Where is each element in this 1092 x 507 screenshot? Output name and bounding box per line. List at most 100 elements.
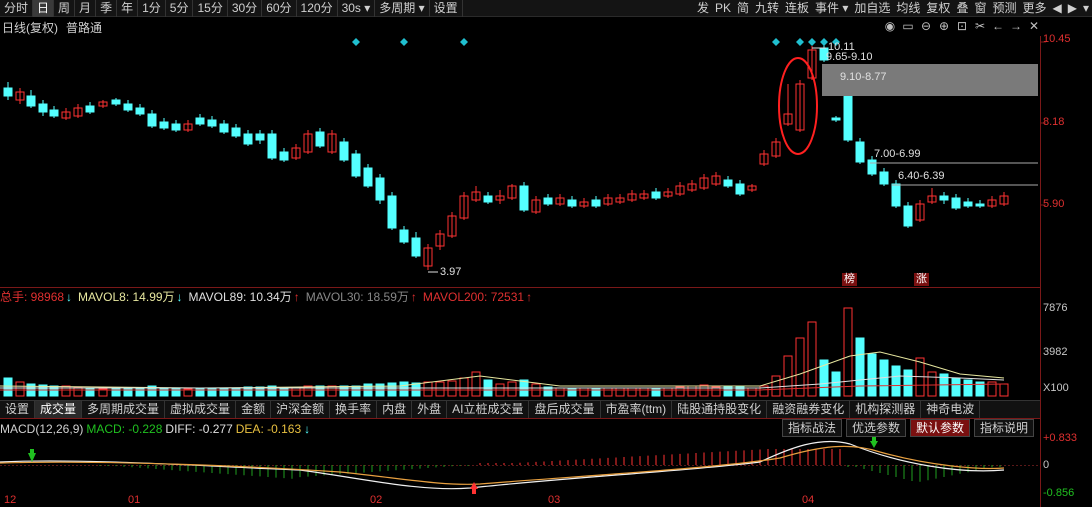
candle-body [711, 175, 721, 185]
period-9[interactable]: 30分 [228, 0, 263, 17]
tab-5[interactable]: 沪深金额 [271, 401, 331, 418]
vol-tick: 7876 [1043, 302, 1068, 314]
macd-btn-1[interactable]: 优选参数 [845, 419, 906, 437]
tab-9[interactable]: AI立桩成交量 [447, 401, 530, 418]
next-icon[interactable]: ▶ [1067, 1, 1077, 15]
candle-body [387, 195, 397, 229]
period-12[interactable]: 30s ▾ [338, 0, 376, 17]
tab-2[interactable]: 多周期成交量 [82, 401, 166, 418]
candle-body [735, 183, 745, 195]
toolbar-right-9[interactable]: 叠 [956, 1, 969, 15]
chart-title: 日线(复权) 普路通 [0, 18, 1040, 36]
toolbar-right-10[interactable]: 窗 [974, 1, 987, 15]
toolbar-right-8[interactable]: 复权 [926, 1, 951, 15]
highlight-ellipse [778, 57, 818, 155]
toolbar-right-5[interactable]: 事件 ▾ [815, 1, 849, 15]
period-3[interactable]: 月 [75, 0, 97, 17]
fit-icon[interactable]: ⊡ [956, 19, 968, 33]
down-arrow-icon: ↓ [304, 421, 311, 436]
candle-body [927, 195, 937, 203]
indicator-tabs: 设置 成交量 多周期成交量 虚拟成交量 金额 沪深金额 换手率 内盘 外盘 AI立桩成交量 盘后成交… [0, 400, 1040, 418]
candle-body [279, 151, 289, 161]
high-label: 10.11 [828, 41, 855, 53]
tab-10[interactable]: 盘后成交量 [529, 401, 601, 418]
toolbar-right-4[interactable]: 连板 [785, 1, 810, 15]
period-11[interactable]: 120分 [297, 0, 338, 17]
tab-4[interactable]: 金额 [236, 401, 272, 418]
macd-btn-2[interactable]: 默认参数 [909, 419, 970, 437]
tab-8[interactable]: 外盘 [412, 401, 448, 418]
toolbar-right-3[interactable]: 九转 [755, 1, 780, 15]
candle-body [255, 133, 265, 141]
date-tick: 04 [802, 494, 815, 506]
period-13[interactable]: 多周期 ▾ [375, 0, 430, 17]
tab-0[interactable]: 设置 [0, 401, 36, 418]
period-14[interactable]: 设置 [430, 0, 463, 17]
period-8[interactable]: 15分 [193, 0, 228, 17]
period-1[interactable]: 日 [33, 0, 55, 17]
signal-diamond [352, 38, 360, 46]
candle-body [567, 199, 577, 207]
toolbar-right-2[interactable]: 简 [736, 1, 749, 15]
volume-bar [339, 385, 349, 397]
eye-icon[interactable]: ◉ [884, 19, 896, 33]
vol-mavol89: MAVOL89: 10.34万 [188, 290, 292, 304]
candle-body [579, 201, 589, 207]
candle-body [855, 141, 865, 163]
period-10[interactable]: 60分 [262, 0, 297, 17]
period-2[interactable]: 周 [54, 0, 76, 17]
tab-13[interactable]: 融资融券变化 [767, 401, 851, 418]
tab-7[interactable]: 内盘 [377, 401, 413, 418]
close-icon[interactable]: ✕ [1028, 19, 1040, 33]
gap-label: 9.10-8.77 [840, 71, 887, 83]
toolbar-right-7[interactable]: 均线 [896, 1, 921, 15]
toolbar-right-6[interactable]: 加自选 [854, 1, 891, 15]
period-7[interactable]: 5分 [166, 0, 194, 17]
prev-icon[interactable]: ◀ [1052, 1, 1062, 15]
zoom-in-icon[interactable]: ⊕ [938, 19, 950, 33]
candle-body [85, 105, 95, 113]
gap-label: 7.00-6.99 [874, 148, 921, 160]
tab-14[interactable]: 机构探测器 [850, 401, 922, 418]
toolbar-right-11[interactable]: 预测 [992, 1, 1017, 15]
arrow-left-icon[interactable]: ← [992, 19, 1004, 33]
tab-12[interactable]: 陆股通持股变化 [672, 401, 768, 418]
limit-up-badge[interactable]: 涨 [914, 273, 929, 286]
volume-bar [279, 387, 289, 397]
period-0[interactable]: 分时 [0, 0, 34, 17]
tab-1[interactable]: 成交量 [35, 401, 83, 418]
macd-btn-0[interactable]: 指标战法 [781, 419, 842, 437]
toolbar-right-0[interactable]: 发 [696, 1, 709, 15]
volume-bar [195, 388, 205, 397]
arrow-right-icon[interactable]: → [1010, 19, 1022, 33]
tab-15[interactable]: 神奇电波 [921, 401, 981, 418]
macd-btn-3[interactable]: 指标说明 [973, 419, 1034, 437]
period-4[interactable]: 季 [96, 0, 118, 17]
signal-diamond [796, 38, 804, 46]
volume-bar [399, 381, 409, 397]
toolbar-right-1[interactable]: PK [714, 1, 731, 15]
zoom-out-icon[interactable]: ⊖ [920, 19, 932, 33]
buy-arrow-icon [30, 449, 34, 454]
collapse-icon[interactable]: ▭ [902, 19, 914, 33]
price-tick: 8.18 [1043, 116, 1065, 128]
dropdown-icon[interactable]: ▾ [1082, 1, 1089, 15]
tab-3[interactable]: 虚拟成交量 [165, 401, 237, 418]
candle-body [555, 197, 565, 205]
candle-body [723, 179, 733, 187]
volume-bar [999, 383, 1009, 397]
volume-bar [135, 387, 145, 397]
chart-tools: ◉ ▭ ⊖ ⊕ ⊡ ✂ ← → ✕ [884, 19, 1040, 33]
tab-6[interactable]: 换手率 [330, 401, 378, 418]
volume-bar [927, 371, 937, 397]
rank-badge[interactable]: 榜 [842, 273, 857, 286]
volume-bar [855, 337, 865, 397]
scissors-icon[interactable]: ✂ [974, 19, 986, 33]
toolbar-right-12[interactable]: 更多 [1022, 1, 1047, 15]
candle-body [999, 195, 1009, 205]
tab-11[interactable]: 市盈率(ttm) [601, 401, 673, 418]
period-6[interactable]: 1分 [138, 0, 166, 17]
period-5[interactable]: 年 [117, 0, 139, 17]
volume-bar [435, 381, 445, 397]
